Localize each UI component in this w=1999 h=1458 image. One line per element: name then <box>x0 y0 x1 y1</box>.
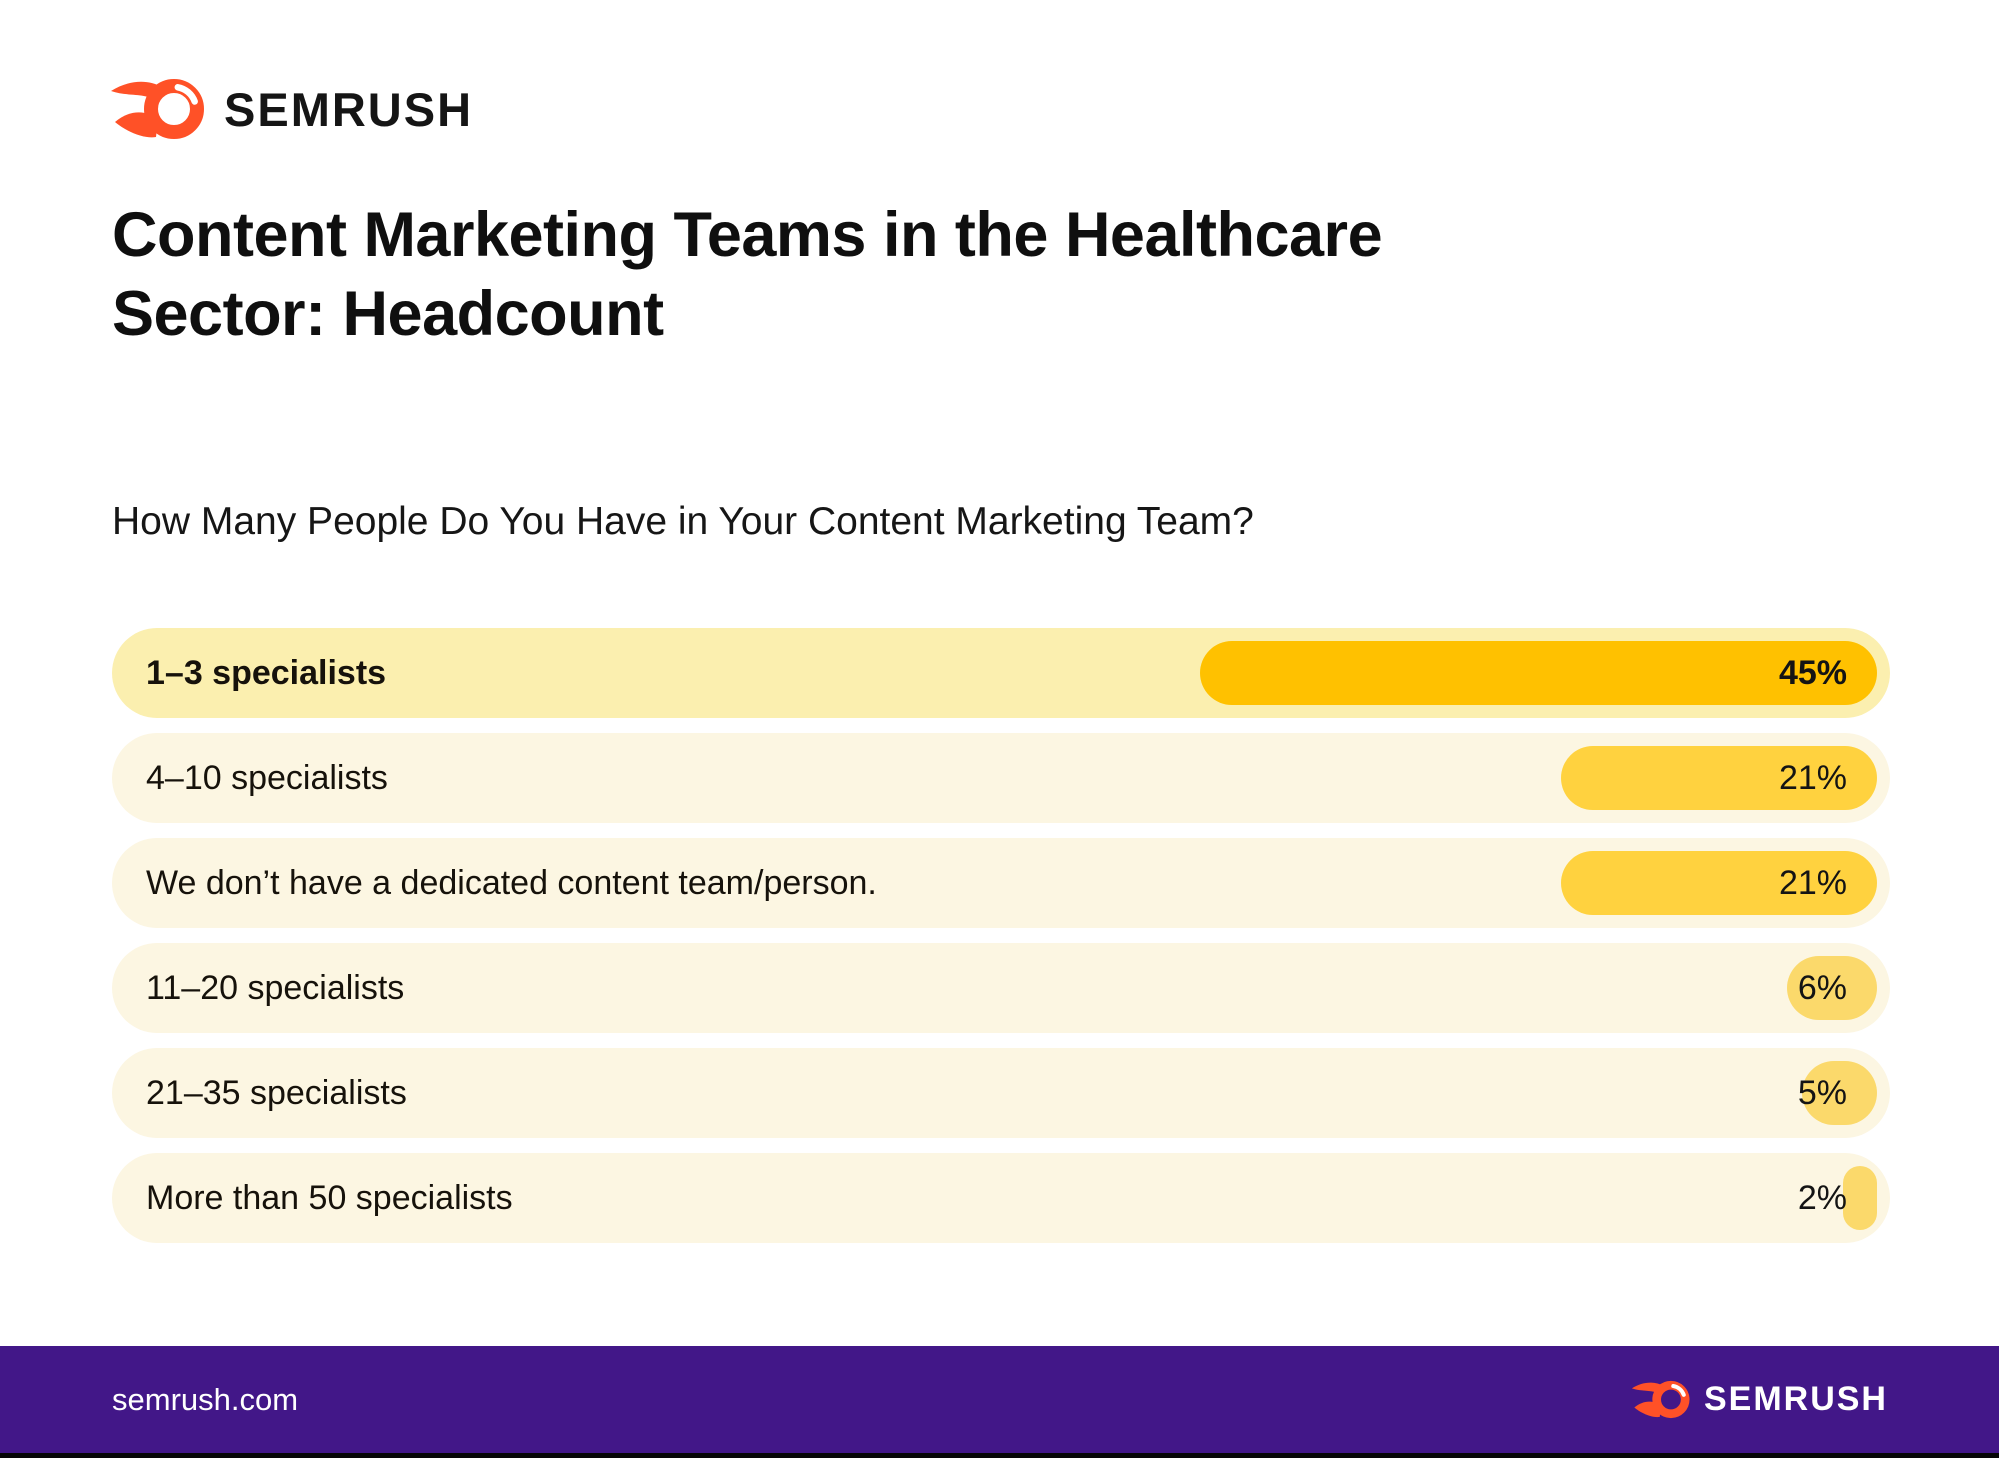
semrush-comet-icon <box>1630 1379 1692 1420</box>
chart-row: 1–3 specialists 45% <box>112 628 1890 718</box>
footer-url: semrush.com <box>112 1381 299 1417</box>
semrush-comet-icon <box>108 76 208 142</box>
row-bar <box>1843 1166 1877 1230</box>
footer-logo-text: SEMRUSH <box>1703 1380 1888 1418</box>
row-label: 4–10 specialists <box>146 758 388 797</box>
row-bar <box>1561 851 1877 915</box>
row-label: We don’t have a dedicated content team/p… <box>146 863 877 902</box>
footer-logo: SEMRUSH <box>1630 1379 1888 1420</box>
row-label: 21–35 specialists <box>146 1073 407 1112</box>
chart-row: 21–35 specialists 5% <box>112 1048 1890 1138</box>
row-bar <box>1802 1061 1877 1125</box>
row-value: 2% <box>1797 1178 1847 1217</box>
row-value: 45% <box>1778 653 1847 692</box>
row-value: 21% <box>1778 758 1847 797</box>
row-bar <box>1561 746 1877 810</box>
chart-rows: 1–3 specialists 45% 4–10 specialists 21% We … <box>112 628 1890 1258</box>
header-logo-text: SEMRUSH <box>224 82 474 136</box>
row-value: 21% <box>1778 863 1847 902</box>
row-value: 5% <box>1797 1073 1847 1112</box>
page-title: Content Marketing Teams in the Healthcar… <box>112 196 1872 355</box>
row-bar <box>1200 641 1877 705</box>
row-value: 6% <box>1797 968 1847 1007</box>
row-label: 11–20 specialists <box>146 968 405 1007</box>
row-bar <box>1787 956 1877 1020</box>
page-title-line2: Sector: Headcount <box>112 279 664 350</box>
row-label: 1–3 specialists <box>146 653 387 692</box>
bottom-edge <box>0 1453 1999 1458</box>
header-logo: SEMRUSH <box>108 76 473 142</box>
chart-row: We don’t have a dedicated content team/p… <box>112 838 1890 928</box>
chart-question: How Many People Do You Have in Your Cont… <box>112 500 1254 543</box>
chart-row: 11–20 specialists 6% <box>112 943 1890 1033</box>
row-label: More than 50 specialists <box>146 1178 513 1217</box>
page-title-line1: Content Marketing Teams in the Healthcar… <box>112 200 1383 270</box>
chart-row: 4–10 specialists 21% <box>112 733 1890 823</box>
footer-bar: semrush.com SEMRUSH <box>0 1346 1999 1453</box>
chart-row: More than 50 specialists 2% <box>112 1153 1890 1243</box>
